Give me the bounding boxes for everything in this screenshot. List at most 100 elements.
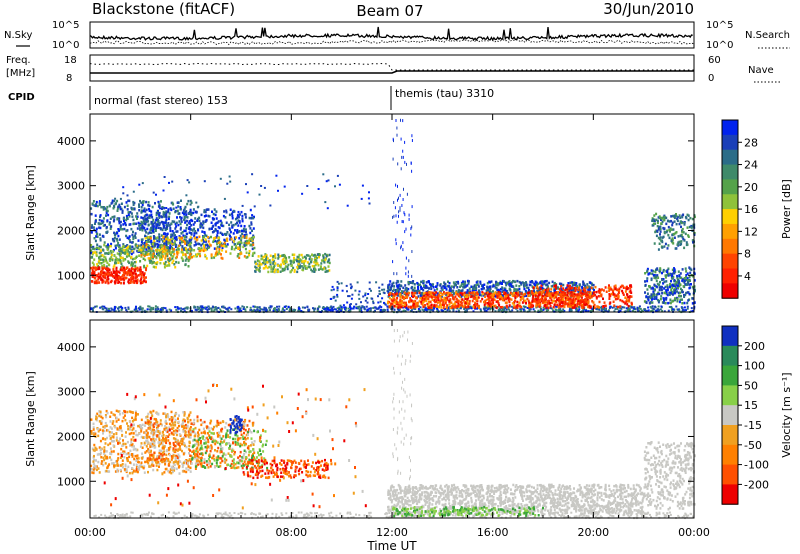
- power-cell: [175, 260, 178, 264]
- power-cell: [206, 245, 209, 248]
- power-cell: [527, 299, 530, 303]
- power-cell: [585, 292, 588, 295]
- power-cell: [435, 299, 438, 303]
- power-cell: [668, 306, 671, 308]
- power-cell: [151, 244, 154, 247]
- power-cell: [336, 174, 339, 177]
- power-cell: [236, 255, 239, 258]
- power-cell: [510, 292, 513, 296]
- power-cell: [253, 308, 256, 311]
- power-cell: [130, 262, 133, 266]
- power-cell: [457, 280, 459, 284]
- power-cell: [497, 308, 500, 311]
- power-cell: [245, 242, 248, 245]
- power-cell: [578, 284, 581, 288]
- power-cell: [547, 287, 550, 291]
- power-cell: [213, 256, 216, 259]
- power-cell: [613, 293, 616, 296]
- power-cell: [128, 238, 131, 242]
- power-cell: [651, 301, 654, 304]
- power-cell: [274, 262, 277, 265]
- power-cell: [92, 245, 95, 249]
- power-cell: [119, 206, 122, 209]
- power-cell: [684, 293, 687, 297]
- power-cell: [179, 228, 182, 231]
- power-cell: [604, 286, 607, 289]
- power-cell: [281, 267, 284, 271]
- power-cell: [408, 300, 410, 303]
- power-cell: [433, 307, 436, 310]
- power-cell: [91, 268, 94, 272]
- power-cell: [202, 226, 205, 230]
- power-cell: [219, 177, 222, 180]
- power-cell: [176, 306, 179, 308]
- power-cell: [489, 305, 492, 308]
- power-cell: [540, 309, 543, 312]
- power-cell: [440, 303, 443, 307]
- power-cell: [569, 294, 572, 297]
- power-cell: [567, 298, 570, 301]
- power-cell: [140, 252, 143, 255]
- power-cell: [213, 247, 216, 250]
- power-cell: [118, 238, 121, 241]
- power-cell: [258, 266, 261, 269]
- power-cell: [215, 210, 218, 213]
- power-cell: [239, 234, 242, 238]
- power-cell: [553, 281, 556, 285]
- power-cell: [455, 306, 458, 309]
- power-cell: [144, 241, 146, 245]
- power-cell: [186, 243, 188, 247]
- power-cell: [251, 247, 254, 251]
- power-cell: [204, 238, 207, 241]
- power-cell: [163, 215, 166, 218]
- power-cell: [505, 294, 508, 298]
- power-cell: [402, 296, 404, 299]
- power-cell: [466, 289, 469, 292]
- power-cell: [200, 225, 203, 228]
- power-cell: [182, 307, 185, 310]
- power-cell: [461, 293, 464, 296]
- power-cell: [183, 215, 186, 219]
- power-cell: [216, 245, 219, 249]
- power-cell: [608, 289, 611, 292]
- power-cell: [155, 262, 158, 266]
- power-cell: [548, 299, 550, 303]
- power-cell: [146, 264, 149, 268]
- power-cell: [204, 243, 207, 247]
- power-cell: [92, 275, 95, 278]
- power-cell: [140, 206, 143, 209]
- power-cell: [427, 280, 430, 283]
- power-cell: [195, 243, 198, 246]
- power-cell: [298, 260, 301, 263]
- power-cell: [105, 208, 108, 211]
- power-cell: [175, 238, 178, 241]
- power-cell: [169, 229, 172, 233]
- power-cell: [257, 255, 260, 258]
- power-cell: [190, 233, 193, 236]
- power-cell: [134, 236, 137, 239]
- power-cell: [145, 243, 148, 246]
- power-cell: [391, 284, 393, 288]
- power-cell: [301, 192, 304, 195]
- power-cell: [139, 306, 141, 309]
- power-cell: [165, 309, 168, 312]
- power-cell: [563, 300, 566, 304]
- power-cell: [219, 243, 221, 247]
- power-cell: [266, 257, 269, 260]
- power-cell: [111, 215, 114, 219]
- power-cell: [245, 233, 248, 237]
- power-cell: [460, 300, 462, 304]
- power-cell: [218, 226, 221, 230]
- power-cell: [557, 290, 559, 294]
- power-cell: [310, 258, 313, 261]
- power-cell: [473, 306, 476, 309]
- power-cell: [187, 256, 190, 259]
- power-cell: [450, 285, 453, 288]
- power-cell: [684, 267, 687, 270]
- power-cell: [99, 306, 102, 309]
- power-cell: [184, 247, 187, 250]
- power-cell: [150, 213, 153, 216]
- power-cell: [594, 285, 597, 289]
- power-cell: [273, 254, 276, 258]
- power-cell: [121, 228, 124, 231]
